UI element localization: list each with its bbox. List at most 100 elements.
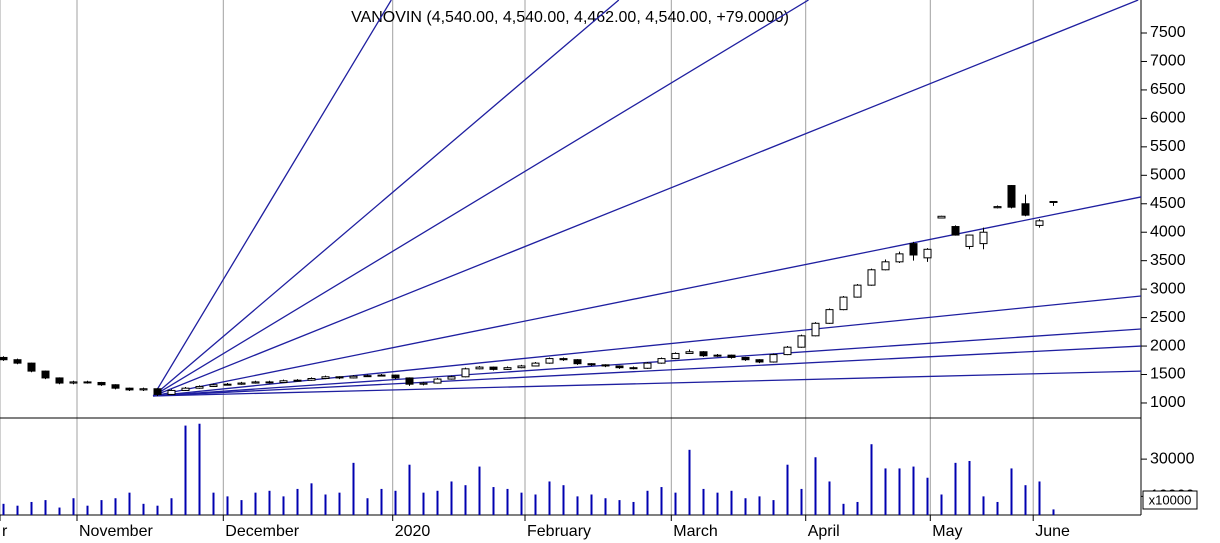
candle-body — [83, 381, 92, 384]
candle-body — [895, 253, 904, 263]
candle-body — [0, 356, 8, 361]
candle-body — [97, 381, 106, 386]
candle-body — [503, 367, 512, 370]
candle-body — [713, 354, 722, 357]
candle-body — [181, 387, 190, 391]
x-tick-label: May — [932, 523, 962, 540]
candle-body — [517, 365, 526, 369]
candle-body — [629, 367, 638, 370]
y-tick-label: 4500 — [1150, 195, 1186, 212]
candle-body — [405, 377, 414, 385]
candle-body — [573, 359, 582, 365]
fan-line — [153, 196, 1142, 397]
candle-body — [811, 322, 820, 337]
chart-title: VANOVIN (4,540.00, 4,540.00, 4,462.00, 4… — [351, 9, 789, 26]
candle-body — [237, 382, 246, 385]
candle-body — [111, 384, 120, 389]
candle-body — [685, 351, 694, 354]
candle-body — [825, 309, 834, 324]
candle-body — [293, 379, 302, 382]
candle-body — [1035, 220, 1044, 226]
candle-body — [391, 374, 400, 379]
candle-body — [307, 377, 316, 381]
candle-body — [461, 368, 470, 378]
candle-body — [783, 346, 792, 356]
candle-body — [853, 284, 862, 298]
fan-line — [152, 0, 620, 397]
fan-line — [152, 0, 392, 397]
candle-body — [881, 261, 890, 271]
candle-body — [321, 376, 330, 379]
candle-body — [909, 243, 918, 256]
candle-body — [1007, 185, 1016, 208]
x-tick-label: February — [527, 523, 591, 540]
candle-body — [769, 354, 778, 363]
x-tick-label: June — [1035, 523, 1070, 540]
fan-line — [153, 295, 1142, 397]
y-tick-label: 3500 — [1150, 252, 1186, 269]
candle-body — [209, 384, 218, 387]
candle-body — [223, 383, 232, 386]
candle-body — [489, 366, 498, 370]
candle-body — [55, 377, 64, 384]
volume-multiplier-label: x10000 — [1149, 492, 1192, 507]
y-tick-label: 2000 — [1150, 337, 1186, 354]
candle-body — [335, 376, 344, 379]
candle-body — [349, 375, 358, 379]
y-tick-label: 2500 — [1150, 309, 1186, 326]
y-tick-label: 5500 — [1150, 138, 1186, 155]
candle-body — [419, 382, 428, 385]
y-tick-label: 1000 — [1150, 394, 1186, 411]
volume-multiplier-box — [1142, 490, 1198, 510]
candle-body — [671, 352, 680, 360]
candle-body — [1021, 203, 1030, 216]
candle-body — [251, 381, 260, 384]
volume-y-tick-label: 30000 — [1150, 450, 1195, 467]
candle-body — [447, 376, 456, 380]
candle-body — [741, 356, 750, 361]
candle-body — [377, 374, 386, 377]
fan-line — [153, 0, 1139, 397]
candle-body — [993, 206, 1002, 209]
fan-line — [153, 370, 1142, 397]
candle-body — [587, 363, 596, 366]
x-tick-label: April — [808, 523, 840, 540]
candle-body — [265, 381, 274, 384]
candle-body — [41, 370, 50, 379]
candle-body — [867, 269, 876, 286]
candle-body — [69, 381, 78, 384]
x-tick-label: r — [2, 523, 8, 540]
fan-line — [153, 345, 1142, 397]
candle-body — [363, 375, 372, 378]
x-tick-label: 2020 — [395, 523, 431, 540]
candle-body — [923, 248, 932, 259]
x-tick-label: December — [225, 523, 299, 540]
candle-body — [699, 351, 708, 357]
y-tick-label: 7000 — [1150, 53, 1186, 70]
fan-line — [152, 0, 809, 397]
candle-body — [475, 366, 484, 370]
y-tick-label: 6000 — [1150, 110, 1186, 127]
candle-body — [559, 358, 568, 361]
candle-body — [839, 296, 848, 311]
y-tick-label: 1500 — [1150, 366, 1186, 383]
candle-body — [755, 359, 764, 363]
candle-body — [951, 226, 960, 236]
candle-body — [797, 335, 806, 348]
x-tick-label: March — [673, 523, 717, 540]
candle-body — [531, 362, 540, 367]
y-tick-label: 4000 — [1150, 223, 1186, 240]
candle-body — [615, 365, 624, 369]
candle-body — [195, 385, 204, 389]
candle-body — [979, 231, 988, 245]
candle-body — [139, 388, 148, 391]
candle-body — [167, 389, 176, 395]
candle-body — [125, 387, 134, 391]
candle-body — [1049, 200, 1058, 203]
candle-body — [27, 362, 36, 372]
y-tick-label: 7500 — [1150, 24, 1186, 41]
x-tick-label: November — [79, 523, 153, 540]
candle-body — [13, 359, 22, 364]
y-tick-label: 5000 — [1150, 167, 1186, 184]
